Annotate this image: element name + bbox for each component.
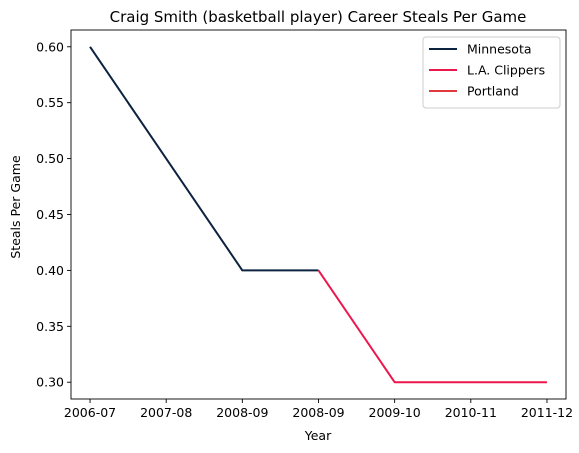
y-axis-label: Steals Per Game (8, 155, 23, 259)
legend-label: Portland (467, 84, 519, 99)
y-tick-label: 0.40 (36, 263, 64, 278)
y-tick-label: 0.35 (36, 319, 64, 334)
legend-label: L.A. Clippers (467, 63, 545, 78)
x-tick-label: 2007-08 (140, 405, 192, 420)
y-tick-label: 0.45 (36, 207, 64, 222)
x-axis-label: Year (304, 428, 332, 443)
x-tick-label: 2008-09 (292, 405, 344, 420)
y-tick-label: 0.50 (36, 151, 64, 166)
x-axis: 2006-07 2007-08 2008-09 2008-09 2009-10 2010-… (64, 399, 573, 420)
plot-series (89, 46, 547, 384)
x-tick-label: 2011-12 (521, 405, 573, 420)
legend-box (422, 36, 561, 109)
series-line-minnesota (89, 46, 319, 272)
x-tick-label: 2009-10 (369, 405, 421, 420)
y-tick-label: 0.30 (36, 375, 64, 390)
x-tick-label: 2010-11 (445, 405, 497, 420)
x-tick-label: 2006-07 (64, 405, 116, 420)
y-axis: 0.30 0.35 0.40 0.45 0.50 0.55 0.60 (36, 39, 71, 390)
x-tick-label: 2008-09 (216, 405, 268, 420)
legend-label: Minnesota (467, 42, 532, 57)
chart-title: Craig Smith (basketball player) Career S… (110, 8, 527, 26)
legend: Minnesota L.A. Clippers Portland (422, 36, 561, 109)
y-tick-label: 0.60 (36, 39, 64, 54)
series-line-l-a-clippers (317, 269, 547, 384)
y-tick-label: 0.55 (36, 95, 64, 110)
